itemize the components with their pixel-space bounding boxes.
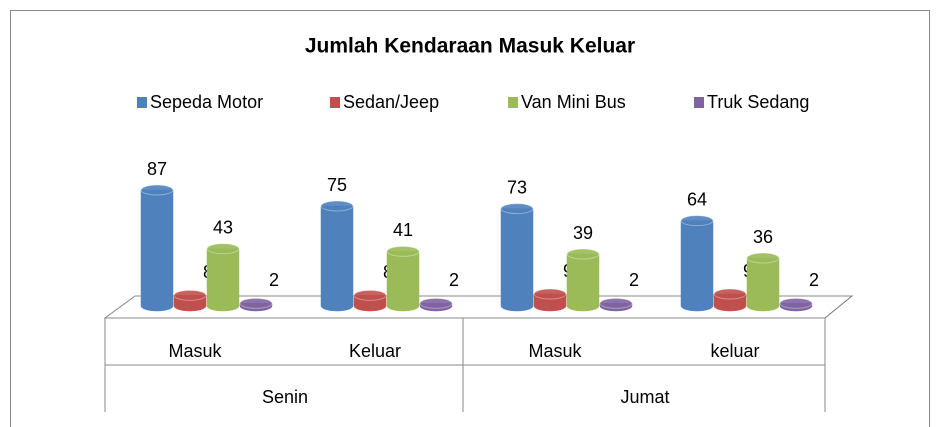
axis-line <box>824 295 853 319</box>
bar-top <box>206 243 240 255</box>
data-label: 39 <box>573 223 593 243</box>
legend-swatch <box>508 97 518 108</box>
data-label: 43 <box>213 217 233 237</box>
plot: Sepeda Motor Sedan/Jeep Van Mini Bus Truk S… <box>137 92 819 407</box>
bar-top <box>599 297 633 309</box>
bar-top <box>779 297 813 309</box>
bar-top <box>746 252 780 264</box>
data-label: 73 <box>507 177 527 197</box>
bar <box>500 208 534 312</box>
bar-top <box>566 248 600 260</box>
bar-top <box>140 184 174 196</box>
x-tick-label: keluar <box>710 341 759 361</box>
bar <box>566 253 600 312</box>
bar-top <box>500 203 534 215</box>
data-label: 41 <box>393 220 413 240</box>
legend-label: Truk Sedang <box>707 92 809 112</box>
bar-top <box>239 297 273 309</box>
legend-label: Sedan/Jeep <box>343 92 439 112</box>
legend-swatch <box>137 97 147 108</box>
bar-top <box>173 289 207 301</box>
x-tick-label: Masuk <box>168 341 222 361</box>
data-label: 2 <box>269 270 279 290</box>
legend-swatch <box>694 97 704 108</box>
data-label: 2 <box>449 270 459 290</box>
x-tick-label: Masuk <box>528 341 582 361</box>
bar-top <box>713 288 747 300</box>
bar-top <box>533 288 567 300</box>
bar <box>680 220 714 312</box>
data-label: 87 <box>147 159 167 179</box>
bar <box>746 257 780 312</box>
legend-swatch <box>330 97 340 108</box>
bar-top <box>419 297 453 309</box>
legend-label: Van Mini Bus <box>521 92 626 112</box>
bar <box>320 205 354 312</box>
data-label: 2 <box>809 270 819 290</box>
legend-label: Sepeda Motor <box>150 92 263 112</box>
data-label: 75 <box>327 175 347 195</box>
x-tick-label: Keluar <box>349 341 401 361</box>
data-label: 64 <box>687 189 707 209</box>
bar <box>140 189 174 312</box>
bar <box>386 251 420 312</box>
data-label: 2 <box>629 270 639 290</box>
bar-top <box>353 289 387 301</box>
bar-top <box>320 200 354 212</box>
group-label: Jumat <box>620 387 669 407</box>
bar-top <box>386 245 420 257</box>
group-label: Senin <box>262 387 308 407</box>
bar <box>206 248 240 312</box>
data-label: 36 <box>753 227 773 247</box>
chart-frame <box>10 10 930 427</box>
bar-top <box>680 215 714 227</box>
chart-title: Jumlah Kendaraan Masuk Keluar <box>305 35 635 58</box>
